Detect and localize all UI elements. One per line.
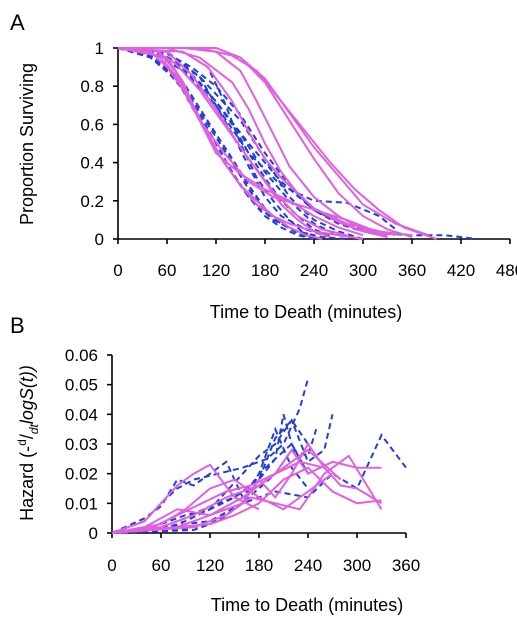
y-tick-label: 0.06 xyxy=(65,346,98,365)
y-tick-label: 0.03 xyxy=(65,435,98,454)
series-line-solid-16 xyxy=(118,47,437,240)
x-tick-label: 480 xyxy=(496,261,517,280)
x-tick-label: 300 xyxy=(343,556,371,575)
panel-a-y-axis-label: Proportion Surviving xyxy=(17,63,37,225)
y-tick-label: 0 xyxy=(89,524,98,543)
series-line-dashed-3 xyxy=(118,47,388,237)
x-tick-label: 120 xyxy=(196,556,224,575)
series-line-solid-14 xyxy=(111,466,382,534)
y-tick-label: 0.05 xyxy=(65,376,98,395)
y-tick-label: 1 xyxy=(95,39,104,58)
y-tick-label: 0.4 xyxy=(80,154,104,173)
panel-letter-a: A xyxy=(10,10,25,35)
y-tick-label: 0.2 xyxy=(80,192,104,211)
x-tick-label: 420 xyxy=(447,261,475,280)
x-tick-label: 360 xyxy=(392,556,420,575)
x-tick-label: 240 xyxy=(300,261,328,280)
x-tick-label: 0 xyxy=(107,556,116,575)
x-tick-label: 240 xyxy=(294,556,322,575)
panel-a-x-axis-label: Time to Death (minutes) xyxy=(210,302,402,322)
y-tick-label: 0 xyxy=(95,230,104,249)
panel-letter-b: B xyxy=(10,313,25,338)
panel-b: 0 0.01 0.02 0.03 0.04 0.05 0.06 0 60 120 180 240 300… xyxy=(65,346,420,575)
series-line-solid-19 xyxy=(117,47,364,237)
x-tick-label: 120 xyxy=(202,261,230,280)
series-line-solid-12 xyxy=(111,472,334,534)
ylab-rest: logS(t)) xyxy=(17,365,37,424)
panel-b-x-axis-label: Time to Death (minutes) xyxy=(211,595,403,615)
x-tick-label: 180 xyxy=(245,556,273,575)
x-tick-label: 0 xyxy=(113,261,122,280)
series-line-solid-20 xyxy=(117,47,388,239)
y-tick-label: 0.04 xyxy=(65,405,98,424)
series-line-dashed-4 xyxy=(111,414,334,534)
x-tick-label: 360 xyxy=(398,261,426,280)
series-line-solid-11 xyxy=(111,442,383,534)
series-line-solid-8 xyxy=(111,463,260,534)
ylab-sup: d xyxy=(15,439,29,446)
x-tick-label: 180 xyxy=(251,261,279,280)
series-line-solid-15 xyxy=(111,448,342,534)
y-tick-label: 0.8 xyxy=(80,77,104,96)
series-line-solid-13 xyxy=(111,454,383,534)
x-tick-label: 60 xyxy=(152,556,171,575)
series-line-solid-14 xyxy=(118,47,413,237)
y-tick-label: 0.6 xyxy=(80,115,104,134)
series-line-dashed-5 xyxy=(111,433,407,534)
series-line-solid-18 xyxy=(117,47,396,237)
series-line-solid-21 xyxy=(118,47,413,239)
x-tick-label: 300 xyxy=(349,261,377,280)
series-line-solid-17 xyxy=(118,47,388,237)
series-line-solid-23 xyxy=(117,47,364,240)
series-line-dashed-2 xyxy=(111,426,309,534)
x-tick-label: 60 xyxy=(158,261,177,280)
series-line-dashed-8 xyxy=(117,47,364,240)
ylab-slash: / xyxy=(17,434,37,439)
ylab-prefix: Hazard (- xyxy=(17,446,37,521)
panel-a: 0 0.2 0.4 0.6 0.8 1 0 60 120 180 240 300 360 420 480 xyxy=(80,39,517,280)
ylab-sub: dt xyxy=(27,423,41,434)
panel-b-y-axis-label: Hazard (-d/dtlogS(t)) xyxy=(15,365,41,521)
series-line-solid-22 xyxy=(117,47,331,239)
y-tick-label: 0.01 xyxy=(65,494,98,513)
y-tick-label: 0.02 xyxy=(65,465,98,484)
series-line-dashed-9 xyxy=(117,47,331,239)
series-line-dashed-11 xyxy=(117,47,315,237)
